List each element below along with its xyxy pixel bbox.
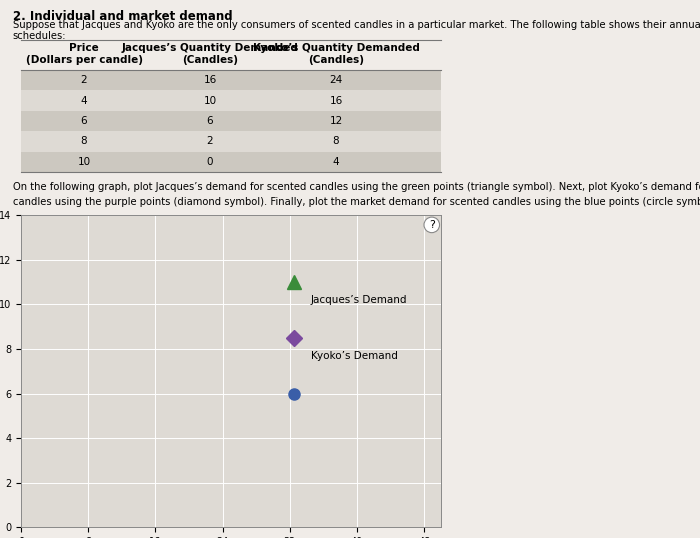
Text: 2: 2	[80, 75, 88, 85]
Text: 12: 12	[330, 116, 342, 126]
Text: ?: ?	[429, 220, 435, 230]
Text: 16: 16	[204, 75, 216, 85]
Text: Jacques’s Quantity Demanded
(Candles): Jacques’s Quantity Demanded (Candles)	[122, 43, 298, 65]
Text: 8: 8	[80, 137, 88, 146]
Text: 16: 16	[330, 96, 342, 105]
FancyBboxPatch shape	[21, 152, 441, 172]
Text: Price
(Dollars per candle): Price (Dollars per candle)	[25, 43, 143, 65]
Text: 4: 4	[80, 96, 88, 105]
Text: candles using the purple points (diamond symbol). Finally, plot the market deman: candles using the purple points (diamond…	[13, 197, 700, 207]
Text: 2. Individual and market demand: 2. Individual and market demand	[13, 10, 232, 23]
Text: 4: 4	[332, 157, 340, 167]
Text: Kyoko’s Demand: Kyoko’s Demand	[311, 351, 398, 360]
Text: 6: 6	[206, 116, 214, 126]
Text: schedules:: schedules:	[13, 31, 66, 41]
Text: On the following graph, plot Jacques’s demand for scented candles using the gree: On the following graph, plot Jacques’s d…	[13, 182, 700, 192]
Text: 10: 10	[78, 157, 90, 167]
Text: Suppose that Jacques and Kyoko are the only consumers of scented candles in a pa: Suppose that Jacques and Kyoko are the o…	[13, 20, 700, 31]
Text: 0: 0	[206, 157, 214, 167]
FancyBboxPatch shape	[21, 111, 441, 131]
Text: Kyoko’s Quantity Demanded
(Candles): Kyoko’s Quantity Demanded (Candles)	[253, 43, 419, 65]
Text: 8: 8	[332, 137, 340, 146]
FancyBboxPatch shape	[21, 90, 441, 111]
FancyBboxPatch shape	[21, 70, 441, 90]
Text: Jacques’s Demand: Jacques’s Demand	[311, 295, 407, 305]
Text: 6: 6	[80, 116, 88, 126]
Text: 10: 10	[204, 96, 216, 105]
Text: 2: 2	[206, 137, 214, 146]
FancyBboxPatch shape	[21, 131, 441, 152]
Text: 24: 24	[330, 75, 342, 85]
